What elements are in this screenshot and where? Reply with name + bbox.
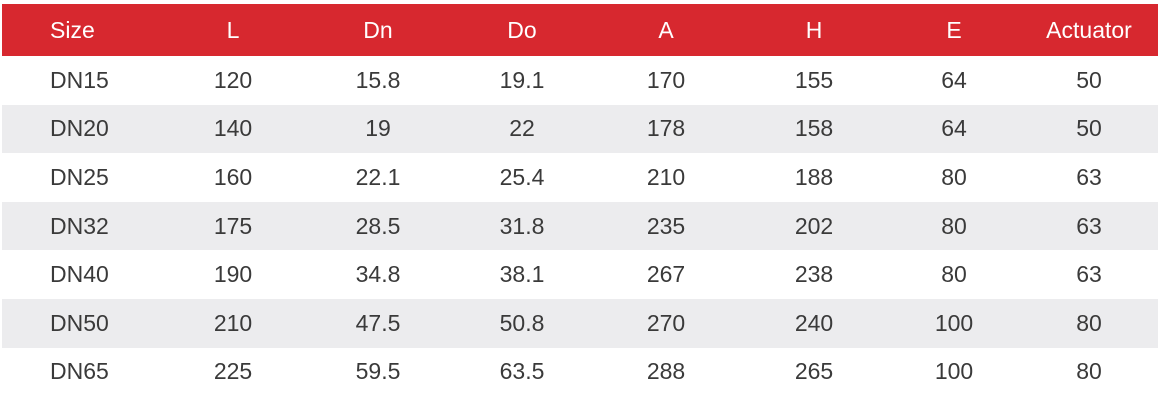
cell-dn: 47.5	[355, 309, 401, 336]
cell-dn: 15.8	[355, 66, 401, 93]
cell-do: 31.8	[499, 212, 545, 239]
cell-actuator: 50	[1076, 115, 1102, 142]
cell-h: 265	[794, 358, 834, 385]
cell-a: 288	[646, 358, 686, 385]
cell-dn: 59.5	[355, 358, 401, 385]
cell-actuator: 50	[1076, 66, 1102, 93]
cell-a: 170	[646, 66, 686, 93]
cell-size: DN40	[50, 261, 109, 288]
header-size: Size	[50, 16, 95, 43]
cell-e: 80	[941, 261, 967, 288]
cell-do: 22	[509, 115, 535, 142]
header-dn: Dn	[363, 16, 393, 43]
cell-size: DN25	[50, 163, 109, 190]
header-actuator: Actuator	[1046, 16, 1132, 43]
cell-l: 190	[213, 261, 253, 288]
table-row: DN65 225 59.5 63.5 288 265 100 80	[2, 348, 1158, 397]
header-a: A	[658, 16, 674, 43]
cell-actuator: 80	[1076, 309, 1102, 336]
table-row: DN32 175 28.5 31.8 235 202 80 63	[2, 201, 1158, 251]
header-h: H	[805, 16, 823, 43]
cell-actuator: 63	[1076, 212, 1102, 239]
cell-do: 19.1	[499, 66, 545, 93]
cell-do: 63.5	[499, 358, 545, 385]
cell-actuator: 80	[1076, 358, 1102, 385]
header-l: L	[226, 16, 240, 43]
cell-h: 158	[794, 115, 834, 142]
cell-do: 38.1	[499, 261, 545, 288]
cell-h: 188	[794, 163, 834, 190]
cell-h: 202	[794, 212, 834, 239]
table-header: Size L Dn Do A H E Actuator	[2, 4, 1158, 56]
cell-e: 80	[941, 212, 967, 239]
dimension-table-container: Size L Dn Do A H E Actuator DN15 120 15.…	[2, 0, 1158, 396]
header-row: Size L Dn Do A H E Actuator	[2, 4, 1158, 56]
cell-dn: 22.1	[355, 163, 401, 190]
cell-a: 235	[646, 212, 686, 239]
cell-l: 225	[213, 358, 253, 385]
cell-e: 64	[941, 115, 967, 142]
cell-dn: 19	[365, 115, 391, 142]
cell-e: 100	[934, 309, 974, 336]
cell-dn: 28.5	[355, 212, 401, 239]
table-row: DN20 140 19 22 178 158 64 50	[2, 104, 1158, 154]
cell-l: 140	[213, 115, 253, 142]
cell-do: 25.4	[499, 163, 545, 190]
cell-a: 270	[646, 309, 686, 336]
cell-h: 238	[794, 261, 834, 288]
table-row: DN15 120 15.8 19.1 170 155 64 50	[2, 56, 1158, 105]
header-e: E	[946, 16, 962, 43]
cell-l: 210	[213, 309, 253, 336]
table-row: DN25 160 22.1 25.4 210 188 80 63	[2, 153, 1158, 202]
cell-size: DN65	[50, 358, 109, 385]
cell-a: 210	[646, 163, 686, 190]
cell-l: 160	[213, 163, 253, 190]
cell-e: 100	[934, 358, 974, 385]
dimension-table: Size L Dn Do A H E Actuator DN15 120 15.…	[2, 4, 1158, 396]
cell-h: 155	[794, 66, 834, 93]
cell-dn: 34.8	[355, 261, 401, 288]
cell-do: 50.8	[499, 309, 545, 336]
table-row: DN40 190 34.8 38.1 267 238 80 63	[2, 250, 1158, 299]
cell-e: 64	[941, 66, 967, 93]
table-body: DN15 120 15.8 19.1 170 155 64 50 DN20 14…	[2, 56, 1158, 396]
cell-size: DN50	[50, 309, 109, 336]
cell-actuator: 63	[1076, 261, 1102, 288]
cell-h: 240	[794, 309, 834, 336]
cell-l: 120	[213, 66, 253, 93]
cell-a: 178	[646, 115, 686, 142]
cell-size: DN20	[50, 115, 109, 142]
header-do: Do	[507, 16, 537, 43]
cell-size: DN32	[50, 212, 109, 239]
cell-l: 175	[213, 212, 253, 239]
table-row: DN50 210 47.5 50.8 270 240 100 80	[2, 298, 1158, 348]
cell-size: DN15	[50, 66, 109, 93]
cell-actuator: 63	[1076, 163, 1102, 190]
cell-a: 267	[646, 261, 686, 288]
cell-e: 80	[941, 163, 967, 190]
